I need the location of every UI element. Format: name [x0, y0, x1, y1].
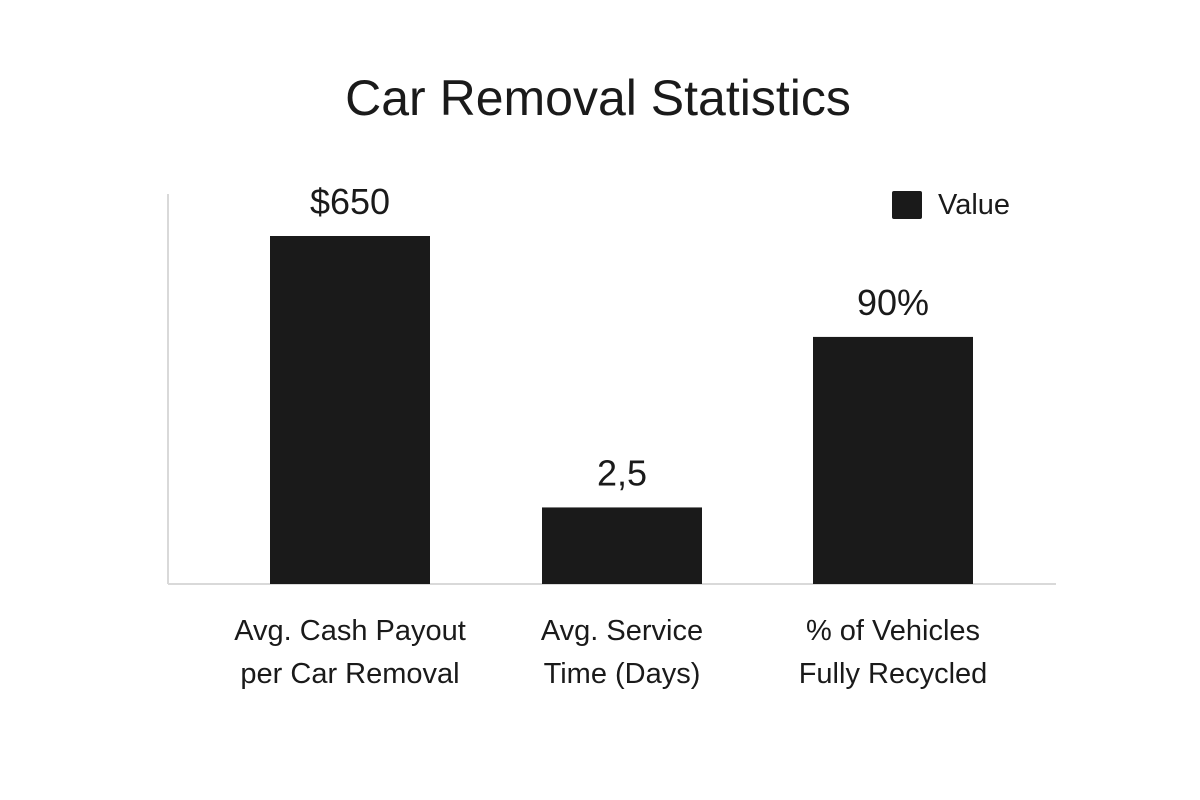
category-labels: Avg. Cash Payout per Car Removal Avg. Serv…: [234, 615, 987, 690]
value-label-1: $650: [310, 181, 390, 222]
value-labels: $650 2,5 90%: [310, 181, 929, 493]
category-label-line: Avg. Service: [541, 615, 703, 647]
value-label-3: 90%: [857, 282, 929, 323]
chart-title: Car Removal Statistics: [345, 70, 851, 126]
category-label-line: Avg. Cash Payout: [234, 615, 466, 647]
bars: [270, 236, 973, 584]
bar-3: [813, 336, 973, 584]
legend-swatch: [892, 191, 922, 219]
category-label-line: % of Vehicles: [806, 615, 980, 647]
bar-1: [270, 236, 430, 584]
category-label-line: per Car Removal: [240, 658, 459, 690]
legend: Value: [892, 189, 1010, 221]
category-label-line: Time (Days): [544, 658, 701, 690]
category-label-2: Avg. Service Time (Days): [541, 615, 703, 690]
category-label-line: Fully Recycled: [799, 658, 988, 690]
value-label-2: 2,5: [597, 452, 647, 493]
category-label-1: Avg. Cash Payout per Car Removal: [234, 615, 466, 690]
legend-label: Value: [938, 189, 1010, 221]
bar-2: [542, 507, 702, 584]
category-label-3: % of Vehicles Fully Recycled: [799, 615, 988, 690]
